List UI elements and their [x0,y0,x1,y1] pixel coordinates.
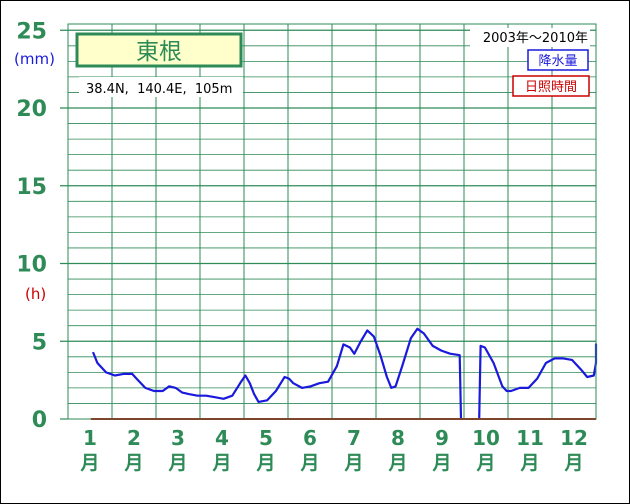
month-unit-label: 月 [255,452,275,474]
y-tick-label: 0 [32,408,47,433]
y-tick-label: 20 [16,97,47,122]
y-tick-label: 25 [16,19,47,44]
month-number-label: 9 [435,426,449,450]
legend-sun-box [512,75,590,97]
y-tick-labels: 25 20 15 10 5 0 [16,19,47,433]
month-unit-label: 月 [475,452,495,474]
month-unit-label: 月 [563,452,583,474]
precipitation-series-line [478,343,598,420]
month-number-label: 7 [347,426,361,450]
month-unit-label: 月 [211,452,231,474]
period-text: 2003年～2010年 [483,31,588,46]
month-unit-label: 月 [123,452,143,474]
month-unit-label: 月 [167,452,187,474]
title-box [75,32,243,68]
month-number-label: 8 [391,426,405,450]
legend-precip-box [527,49,589,71]
y-tick-label: 15 [16,175,47,200]
location-text: 38.4N, 140.4E, 105m [86,82,232,97]
month-number-label: 5 [259,426,273,450]
y-tick-label: 5 [32,330,47,355]
month-number-label: 11 [516,426,544,450]
month-unit-label: 月 [79,452,99,474]
location-box [79,77,243,97]
series-layer [90,327,598,420]
month-unit-label: 月 [431,452,451,474]
month-unit-label: 月 [387,452,407,474]
month-number-label: 2 [127,426,141,450]
month-number-label: 4 [215,426,229,450]
month-number-label: 3 [171,426,185,450]
legend-precip-label: 降水量 [538,54,577,69]
sun-unit-label: (h) [25,285,46,303]
month-number-label: 10 [472,426,500,450]
plot-border [67,23,597,420]
period-box [470,28,590,47]
month-number-label: 12 [560,426,588,450]
legend-sun-label: 日照時間 [525,80,577,95]
precip-unit-label: (mm) [14,50,55,68]
month-number-label: 1 [83,426,97,450]
y-tick-label: 10 [16,253,47,278]
month-unit-label: 月 [299,452,319,474]
month-unit-label: 月 [343,452,363,474]
month-unit-label: 月 [519,452,539,474]
precipitation-series-line [91,327,463,420]
month-number-label: 6 [303,426,317,450]
chart-title: 東根 [136,39,182,65]
